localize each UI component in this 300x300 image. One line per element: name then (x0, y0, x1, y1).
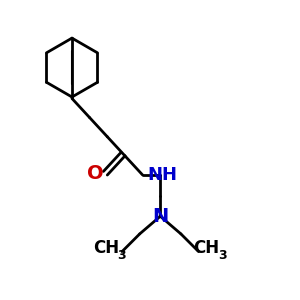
Text: 3: 3 (218, 249, 226, 262)
Text: O: O (87, 164, 104, 183)
Text: CH: CH (193, 239, 219, 257)
Text: NH: NH (147, 166, 177, 184)
Text: CH: CH (93, 239, 119, 257)
Text: 3: 3 (118, 249, 126, 262)
Text: N: N (152, 207, 168, 226)
